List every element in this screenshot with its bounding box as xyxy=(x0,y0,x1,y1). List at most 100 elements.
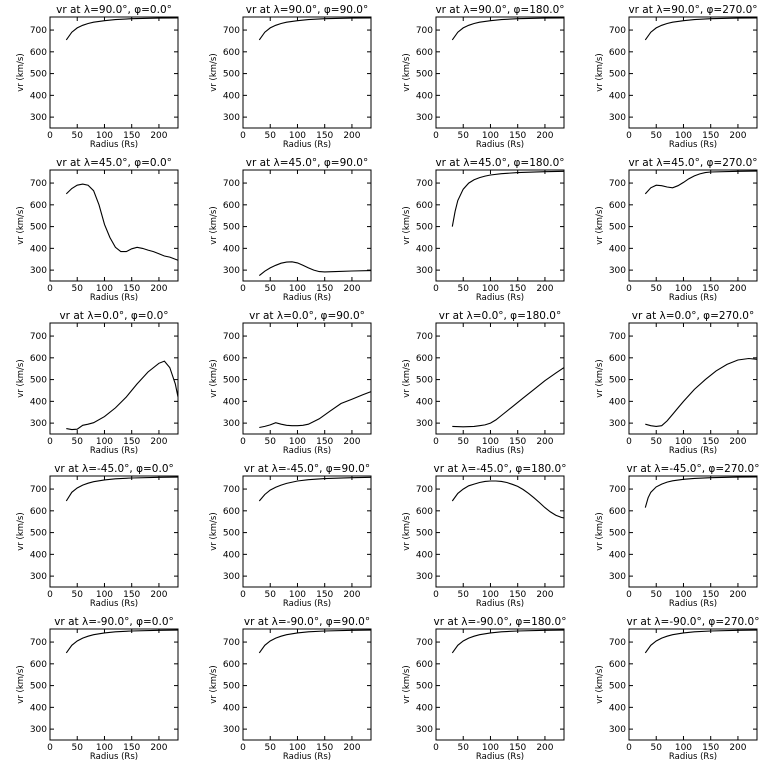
plot-frame xyxy=(628,16,758,129)
y-tick-label: 300 xyxy=(609,113,626,123)
x-axis-label: Radius (Rs) xyxy=(669,293,717,303)
x-tick-label: 200 xyxy=(150,131,167,141)
x-tick-label: 0 xyxy=(240,743,246,753)
y-tick-label: 500 xyxy=(609,70,626,80)
x-tick-label: 150 xyxy=(316,590,333,600)
vr-profile-line xyxy=(451,480,565,519)
panel-2-3: vr at λ=45.0°, φ=180.0° 0 50 100 150 200 300 40… xyxy=(402,157,565,303)
x-tick-label: 200 xyxy=(343,590,360,600)
y-tick-label: 500 xyxy=(30,70,47,80)
y-tick-label: 300 xyxy=(609,725,626,735)
y-axis-label: vr (km/s) xyxy=(402,53,412,91)
x-axis-label: Radius (Rs) xyxy=(669,752,717,762)
y-axis-label: vr (km/s) xyxy=(16,359,26,397)
x-tick-label: 0 xyxy=(47,590,53,600)
y-tick-label: 400 xyxy=(223,397,240,407)
y-tick-label: 700 xyxy=(609,179,626,189)
y-axis-label: vr (km/s) xyxy=(16,512,26,550)
x-tick-label: 150 xyxy=(123,437,140,447)
y-tick-label: 500 xyxy=(30,529,47,539)
x-tick-label: 150 xyxy=(316,437,333,447)
panel-3-4: vr at λ=0.0°, φ=270.0° 0 50 100 150 200 300 400… xyxy=(595,310,758,456)
panel-2-4: vr at λ=45.0°, φ=270.0° 0 50 100 150 200 300 40… xyxy=(595,157,758,303)
x-axis-label: Radius (Rs) xyxy=(476,599,524,609)
x-tick-label: 200 xyxy=(729,437,746,447)
x-tick-label: 200 xyxy=(536,437,553,447)
x-tick-label: 150 xyxy=(123,284,140,294)
x-tick-label: 150 xyxy=(316,743,333,753)
y-tick-label: 300 xyxy=(416,419,433,429)
vr-profile-line xyxy=(644,629,758,654)
x-tick-label: 150 xyxy=(509,284,526,294)
y-tick-label: 600 xyxy=(416,201,433,211)
panel-title: vr at λ=-90.0°, φ=0.0° xyxy=(54,616,174,628)
x-tick-label: 150 xyxy=(509,437,526,447)
y-axis-label: vr (km/s) xyxy=(209,359,219,397)
x-axis-label: Radius (Rs) xyxy=(669,599,717,609)
x-tick-label: 0 xyxy=(626,284,632,294)
y-tick-label: 700 xyxy=(609,26,626,36)
y-tick-label: 300 xyxy=(30,266,47,276)
panel-1-3: vr at λ=90.0°, φ=180.0° 0 50 100 150 200 300 40… xyxy=(402,4,565,150)
y-axis-label: vr (km/s) xyxy=(16,665,26,703)
panel-5-4: vr at λ=-90.0°, φ=270.0° 0 50 100 150 200 300 4… xyxy=(595,616,759,762)
y-axis-label: vr (km/s) xyxy=(209,53,219,91)
y-tick-label: 500 xyxy=(416,529,433,539)
y-tick-label: 500 xyxy=(223,376,240,386)
x-tick-label: 50 xyxy=(72,131,84,141)
panel-title: vr at λ=90.0°, φ=270.0° xyxy=(628,4,757,16)
y-tick-label: 600 xyxy=(223,507,240,517)
y-tick-label: 400 xyxy=(223,550,240,560)
x-axis-label: Radius (Rs) xyxy=(90,752,138,762)
plot-frame xyxy=(242,322,372,435)
x-tick-label: 0 xyxy=(626,743,632,753)
y-tick-label: 300 xyxy=(609,572,626,582)
plot-frame xyxy=(49,322,179,435)
x-tick-label: 100 xyxy=(96,131,113,141)
y-tick-label: 500 xyxy=(609,223,626,233)
y-axis-label: vr (km/s) xyxy=(209,206,219,244)
y-tick-label: 500 xyxy=(30,376,47,386)
y-tick-label: 600 xyxy=(609,201,626,211)
x-tick-label: 50 xyxy=(458,590,470,600)
y-axis-label: vr (km/s) xyxy=(595,359,605,397)
x-axis-label: Radius (Rs) xyxy=(283,752,331,762)
x-axis-label: Radius (Rs) xyxy=(476,446,524,456)
vr-profile-line xyxy=(644,17,758,41)
x-tick-label: 50 xyxy=(265,131,277,141)
panel-title: vr at λ=0.0°, φ=180.0° xyxy=(439,310,561,322)
y-tick-label: 500 xyxy=(609,376,626,386)
y-tick-label: 600 xyxy=(223,48,240,58)
y-tick-label: 700 xyxy=(416,485,433,495)
y-tick-label: 400 xyxy=(30,397,47,407)
x-tick-label: 150 xyxy=(123,743,140,753)
x-tick-label: 50 xyxy=(265,590,277,600)
panel-title: vr at λ=-90.0°, φ=270.0° xyxy=(627,616,760,628)
y-tick-label: 400 xyxy=(416,703,433,713)
x-tick-label: 200 xyxy=(536,743,553,753)
y-tick-label: 700 xyxy=(609,485,626,495)
x-tick-label: 200 xyxy=(536,284,553,294)
x-tick-label: 100 xyxy=(289,743,306,753)
x-tick-label: 200 xyxy=(729,284,746,294)
y-tick-label: 600 xyxy=(223,354,240,364)
y-tick-label: 600 xyxy=(223,201,240,211)
x-tick-label: 200 xyxy=(343,437,360,447)
y-tick-label: 700 xyxy=(30,332,47,342)
panel-title: vr at λ=45.0°, φ=270.0° xyxy=(628,157,757,169)
y-tick-label: 300 xyxy=(223,266,240,276)
x-tick-label: 150 xyxy=(316,131,333,141)
y-axis-label: vr (km/s) xyxy=(402,359,412,397)
x-axis-label: Radius (Rs) xyxy=(669,446,717,456)
y-axis-label: vr (km/s) xyxy=(16,53,26,91)
panel-title: vr at λ=45.0°, φ=0.0° xyxy=(56,157,172,169)
x-tick-label: 50 xyxy=(651,437,663,447)
x-tick-label: 150 xyxy=(123,590,140,600)
x-tick-label: 50 xyxy=(458,284,470,294)
panel-title: vr at λ=0.0°, φ=90.0° xyxy=(249,310,365,322)
x-tick-label: 0 xyxy=(240,437,246,447)
y-tick-label: 400 xyxy=(416,397,433,407)
y-tick-label: 300 xyxy=(30,419,47,429)
panel-title: vr at λ=-90.0°, φ=180.0° xyxy=(434,616,567,628)
y-tick-label: 500 xyxy=(223,529,240,539)
